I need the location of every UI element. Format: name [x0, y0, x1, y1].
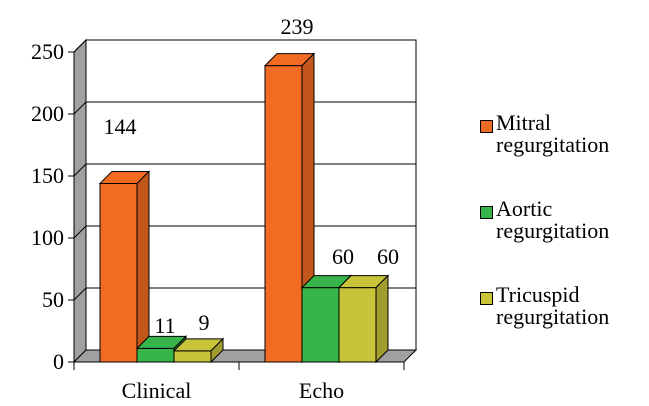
y-tick-label: 50: [42, 287, 64, 312]
bar-clinical-0: [98, 170, 151, 364]
bar-echo-2: [337, 274, 390, 364]
legend-label-tricuspid: Tricuspid regurgitation: [496, 282, 610, 329]
data-label: 60: [377, 244, 399, 269]
gridline-side: [73, 163, 87, 177]
bar-clinical-2: [172, 337, 225, 364]
data-label: 239: [281, 14, 314, 39]
legend-item-mitral: Mitral regurgitation: [480, 112, 649, 172]
gridline-side: [73, 287, 87, 301]
gridline-side: [73, 225, 87, 239]
gridline-side: [73, 101, 87, 115]
x-tick-label: Clinical: [122, 378, 192, 403]
data-label: 11: [154, 313, 175, 338]
legend: Mitral regurgitation Aortic regurgitatio…: [480, 112, 649, 370]
data-labels: 144 239 11 60 9 60: [104, 14, 400, 338]
bar-echo-0: [263, 52, 316, 364]
y-ticks: 0 50 100 150 200 250: [31, 39, 74, 374]
y-tick-label: 100: [31, 225, 64, 250]
y-tick-label: 250: [31, 39, 64, 64]
y-tick-label: 200: [31, 101, 64, 126]
data-label: 144: [104, 114, 137, 139]
data-label: 9: [199, 310, 210, 335]
legend-swatch-aortic: [480, 206, 493, 219]
legend-swatch-mitral: [480, 120, 493, 133]
x-tick-label: Echo: [299, 378, 344, 403]
legend-swatch-tricuspid: [480, 292, 493, 305]
bars: [98, 52, 390, 364]
y-tick-label: 0: [53, 349, 64, 374]
legend-label-aortic: Aortic regurgitation: [496, 196, 610, 243]
data-label: 60: [332, 244, 354, 269]
gridline-side: [73, 39, 87, 53]
y-tick-label: 150: [31, 163, 64, 188]
legend-item-aortic: Aortic regurgitation: [480, 198, 649, 258]
x-ticks: Clinical Echo: [73, 362, 405, 403]
legend-item-tricuspid: Tricuspid regurgitation: [480, 284, 649, 344]
chart-side-wall: [73, 38, 87, 364]
legend-label-mitral: Mitral regurgitation: [496, 110, 610, 157]
